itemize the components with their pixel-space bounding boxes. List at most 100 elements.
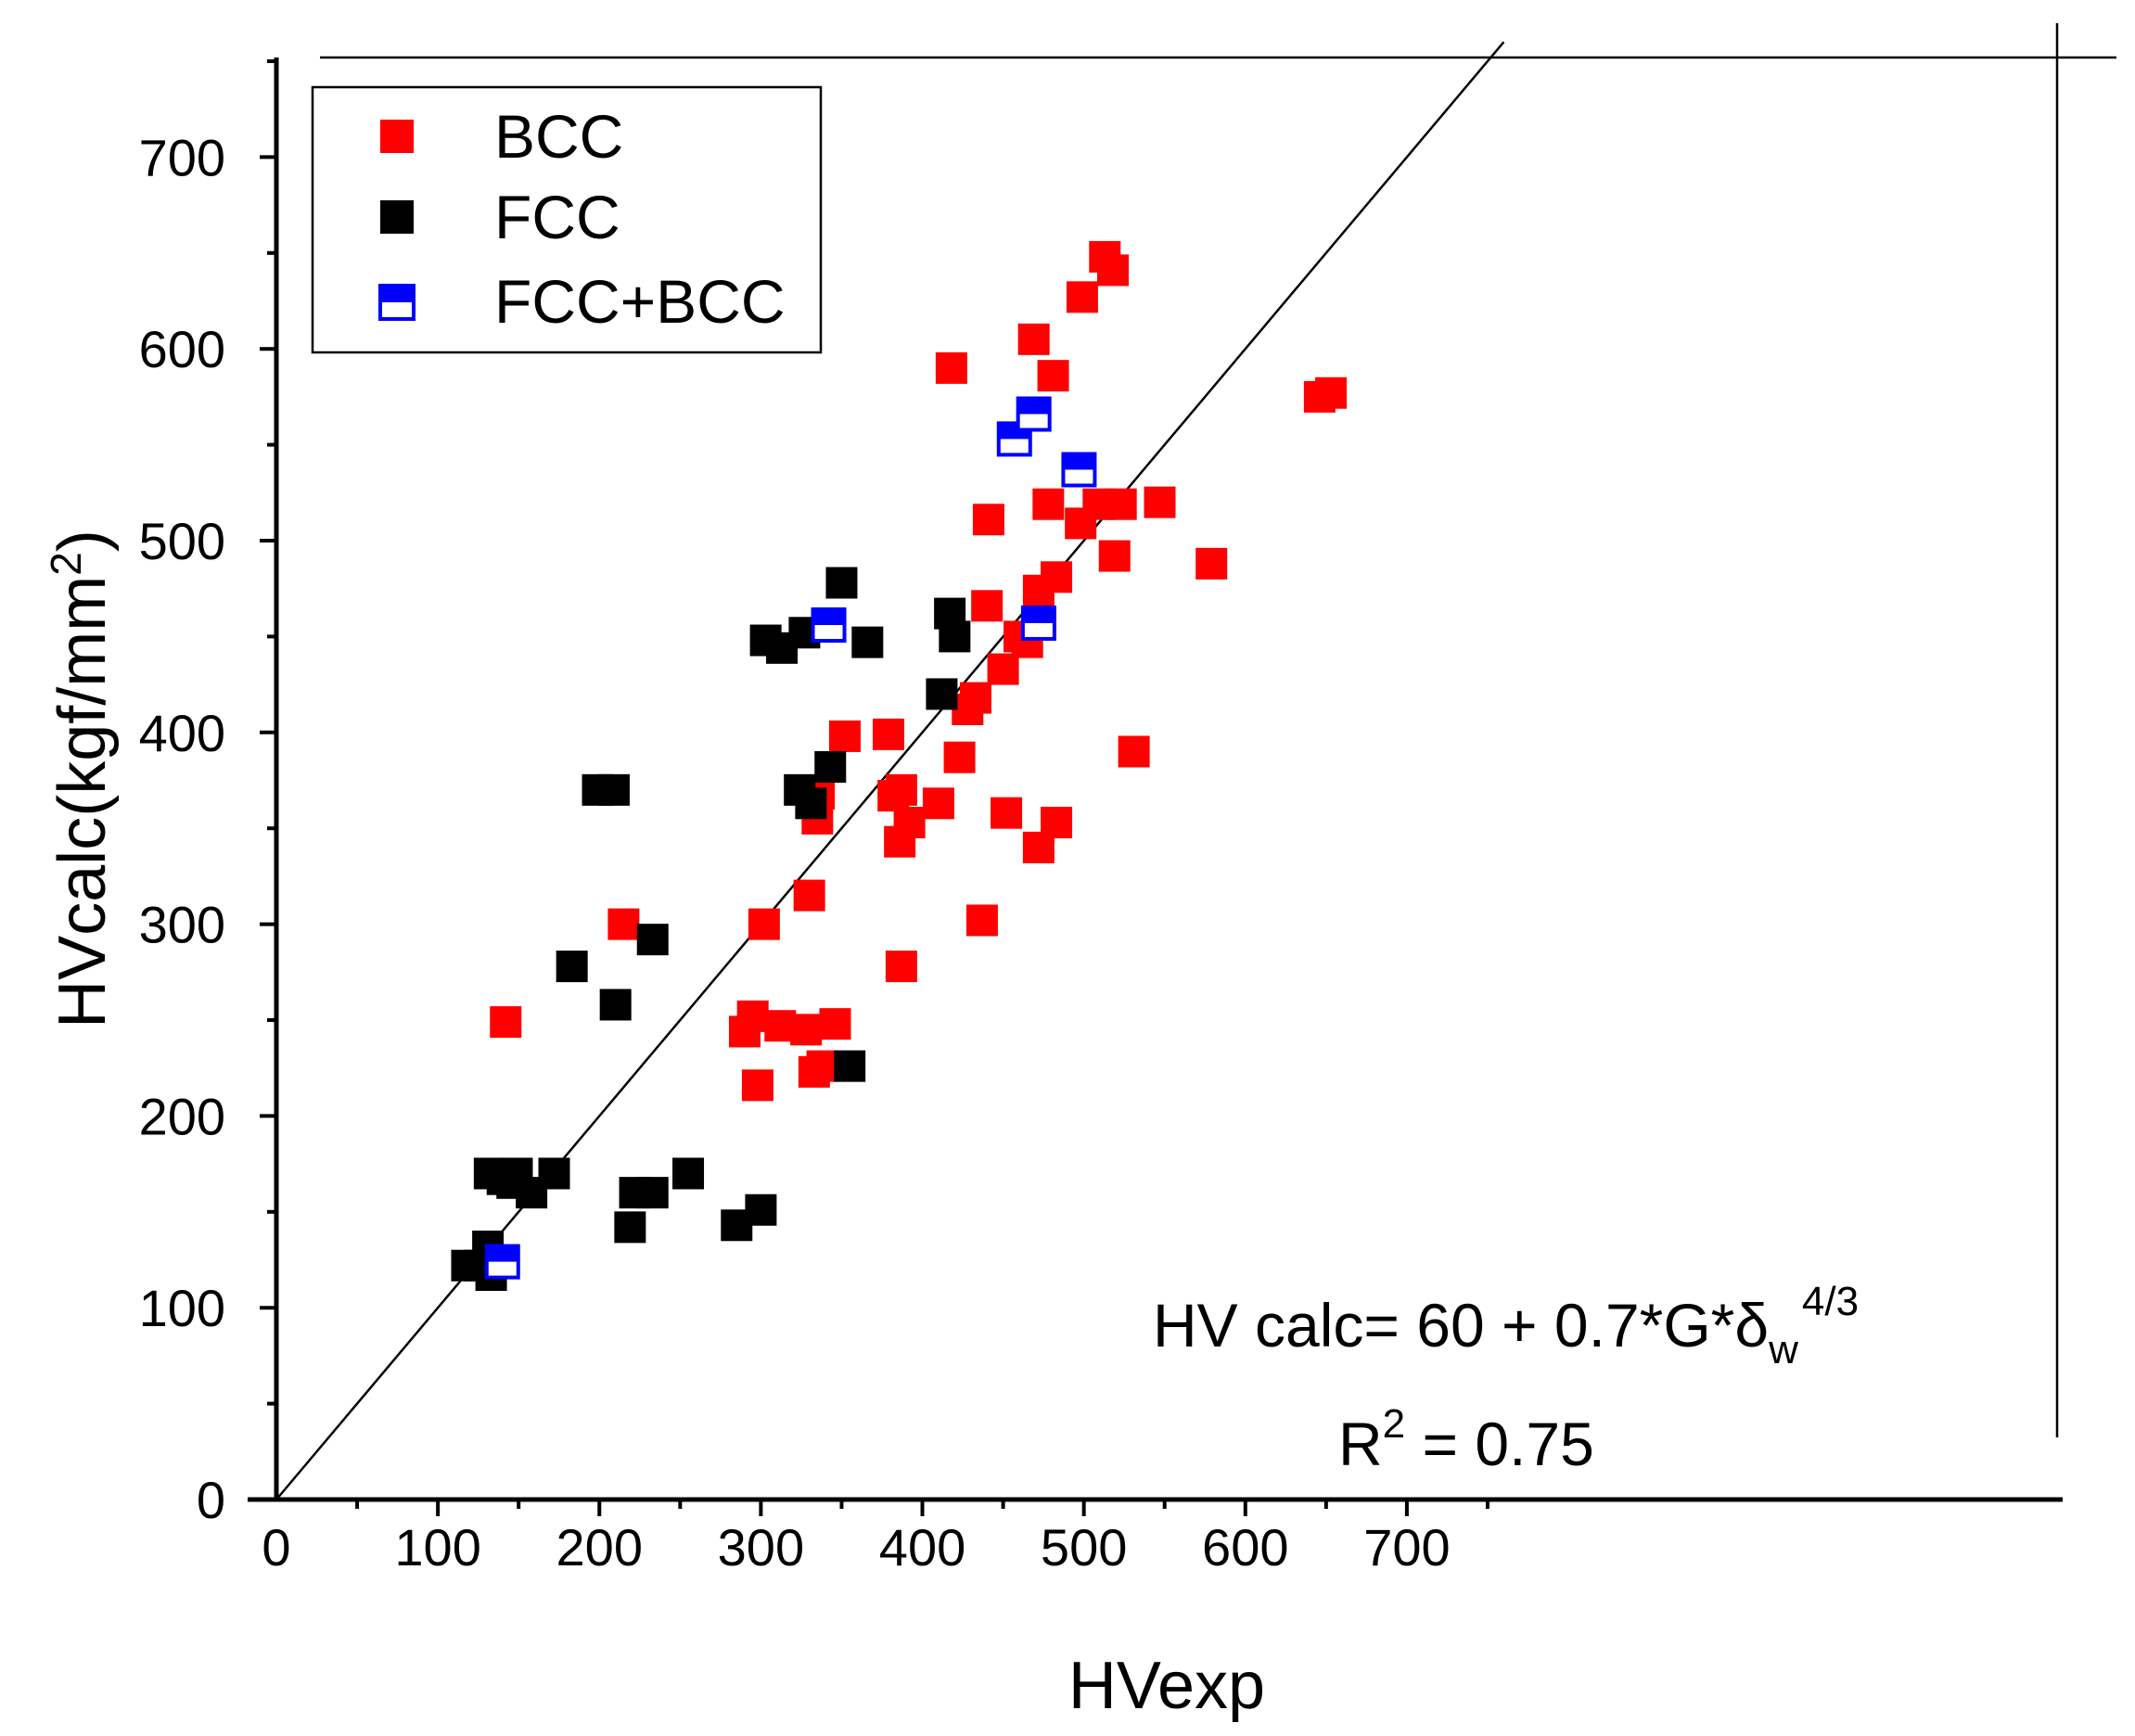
point-bcc: [1144, 486, 1176, 518]
point-fcc: [814, 751, 847, 784]
y-tick-label: 400: [139, 704, 225, 762]
point-bcc: [872, 718, 904, 750]
legend-marker-bcc: [380, 120, 414, 153]
point-bcc: [1032, 488, 1065, 520]
y-tick-label: 100: [139, 1279, 225, 1337]
point-fcc-bcc-fill: [1022, 606, 1055, 623]
legend-label-bcc: BCC: [494, 102, 623, 171]
point-bcc: [972, 504, 1004, 536]
y-axis-title: HVcalc(kgf/mm2): [42, 530, 120, 1028]
point-fcc: [614, 1211, 646, 1244]
point-fcc-bcc: [1016, 396, 1052, 432]
formula-delta: δ: [1734, 1291, 1769, 1359]
point-fcc: [636, 924, 669, 956]
r2-rest: = 0.75: [1405, 1410, 1594, 1478]
data-points: [451, 240, 1348, 1292]
point-bcc: [922, 787, 954, 820]
x-tick-label: 400: [879, 1518, 965, 1576]
point-bcc: [935, 351, 967, 384]
x-tick-label: 100: [394, 1518, 480, 1576]
axis-ticks: 0 100 200 300 400 500 600 700 0 100 200 300 400 500 60…: [139, 59, 1489, 1576]
r2-sup: 2: [1383, 1401, 1405, 1447]
point-fcc: [672, 1157, 705, 1190]
legend-marker-fcc: [380, 200, 414, 234]
point-fcc: [851, 626, 884, 658]
y-tick-label: 500: [139, 512, 225, 570]
x-tick-label: 300: [718, 1518, 804, 1576]
point-fcc: [538, 1157, 570, 1190]
point-fcc-bcc-fill: [1063, 453, 1095, 470]
point-bcc: [1017, 323, 1050, 355]
point-bcc: [1195, 547, 1228, 580]
y-tick-label: 600: [139, 320, 225, 378]
point-bcc: [790, 1014, 823, 1046]
x-tick-label: 0: [262, 1518, 290, 1576]
legend-marker-fcc-bcc: [378, 284, 415, 321]
y-axis-title-sup: 2: [42, 552, 90, 576]
point-bcc: [819, 1008, 851, 1040]
axes: [248, 23, 2116, 1502]
point-bcc: [959, 682, 991, 714]
point-bcc: [736, 1000, 769, 1032]
legend-label-fcc-bcc: FCC+BCC: [494, 267, 786, 336]
legend-label-fcc: FCC: [494, 183, 620, 251]
point-fcc-bcc: [996, 421, 1032, 457]
point-bcc: [607, 908, 640, 940]
point-fcc: [597, 773, 630, 806]
x-tick-label: 500: [1041, 1518, 1127, 1576]
point-fcc-bcc: [1061, 452, 1097, 488]
point-bcc: [1066, 281, 1098, 313]
point-bcc: [893, 806, 926, 838]
point-bcc: [1037, 360, 1069, 392]
x-axis-title: HVexp: [1068, 1649, 1265, 1723]
r2-main: R: [1338, 1410, 1383, 1478]
formula-sup: 4/3: [1802, 1279, 1859, 1324]
point-fcc-bcc-fill: [812, 608, 845, 625]
point-bcc: [1041, 806, 1073, 838]
point-bcc: [490, 1006, 522, 1039]
x-tick-label: 200: [556, 1518, 643, 1576]
point-fcc: [599, 989, 632, 1021]
y-tick-label: 300: [139, 896, 225, 954]
formula-sub: w: [1768, 1327, 1798, 1372]
point-bcc: [741, 1069, 773, 1102]
y-axis-title-main: HVcalc(kgf/mm: [45, 576, 120, 1028]
point-bcc: [971, 590, 1004, 622]
point-bcc: [965, 904, 998, 937]
point-fcc-bcc: [484, 1244, 520, 1280]
point-fcc: [556, 951, 588, 983]
point-bcc: [987, 653, 1019, 685]
point-fcc-bcc-fill: [486, 1245, 518, 1262]
point-bcc: [1118, 735, 1150, 768]
point-fcc-bcc: [811, 606, 847, 643]
y-axis-title-close: ): [45, 530, 120, 552]
point-fcc: [926, 678, 958, 710]
formula-main: HV calc= 60 + 0.7*G*: [1153, 1291, 1734, 1359]
point-fcc: [636, 1177, 669, 1209]
point-bcc: [828, 720, 861, 752]
x-tick-label: 600: [1202, 1518, 1288, 1576]
y-tick-label: 700: [139, 128, 225, 186]
point-fcc: [939, 620, 971, 653]
point-bcc: [793, 879, 825, 912]
point-bcc: [1105, 488, 1137, 520]
point-bcc: [885, 773, 917, 806]
x-tick-label: 700: [1363, 1518, 1450, 1576]
point-bcc: [991, 797, 1023, 829]
point-fcc-bcc: [1020, 605, 1056, 641]
formula-annotation: HV calc= 60 + 0.7*G*δw4/3: [1153, 1279, 1859, 1372]
legend: BCC FCC FCC+BCC: [311, 85, 823, 354]
y-tick-label: 200: [139, 1087, 225, 1145]
point-bcc: [1315, 377, 1348, 409]
point-bcc: [1041, 561, 1073, 594]
point-bcc: [885, 951, 917, 983]
point-fcc: [834, 1050, 866, 1082]
point-bcc: [1098, 540, 1131, 572]
point-bcc: [943, 741, 976, 773]
r2-annotation: R2 = 0.75: [1338, 1401, 1594, 1478]
point-fcc: [745, 1194, 777, 1226]
point-bcc: [748, 908, 780, 940]
y-tick-label: 0: [197, 1471, 225, 1529]
point-bcc: [1096, 254, 1129, 287]
